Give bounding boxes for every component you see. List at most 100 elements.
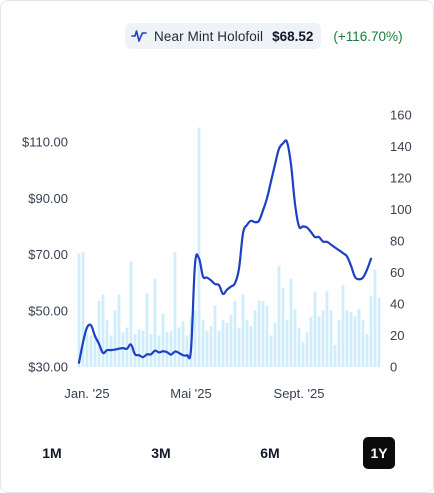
x-axis-tick: Jan. '25 — [64, 386, 109, 401]
volume-bar — [113, 310, 117, 367]
volume-bar — [261, 300, 265, 367]
volume-bar — [289, 278, 293, 367]
range-button-1y[interactable]: 1Y — [363, 437, 395, 469]
time-range-selector: 1M 3M 6M 1Y — [1, 437, 434, 469]
volume-bar — [129, 261, 133, 367]
volume-bar — [273, 322, 277, 367]
volume-bar — [285, 319, 289, 367]
volume-bar — [361, 319, 365, 367]
volume-bar — [321, 310, 325, 367]
volume-bar — [353, 316, 357, 367]
price-chart[interactable]: $110.00 $90.00 $70.00 $50.00 $30.00 160 140 120… — [1, 101, 434, 411]
volume-bar — [121, 332, 125, 367]
right-axis-tick: 160 — [390, 108, 412, 123]
volume-bar — [237, 327, 241, 368]
volume-bar — [209, 326, 213, 367]
volume-bar — [157, 335, 161, 367]
volume-bar — [365, 333, 369, 367]
volume-bar — [313, 291, 317, 367]
volume-bar — [81, 252, 85, 367]
volume-bar — [357, 308, 361, 367]
volume-bar — [301, 341, 305, 367]
volume-bar — [161, 313, 165, 367]
volume-bar — [105, 319, 109, 367]
volume-bar — [225, 322, 229, 367]
volume-bar — [269, 335, 273, 367]
volume-bar — [89, 335, 93, 367]
left-axis-tick: $70.00 — [28, 247, 68, 262]
volume-bar — [181, 321, 185, 367]
volume-bar — [93, 335, 97, 367]
chart-legend: Near Mint Holofoil $68.52 (+116.70%) — [125, 23, 403, 49]
volume-bar — [145, 292, 149, 367]
volume-bar — [345, 310, 349, 367]
volume-bar — [265, 305, 269, 367]
volume-bar — [333, 344, 337, 367]
range-button-6m[interactable]: 6M — [254, 437, 286, 469]
volume-bar — [165, 332, 169, 367]
legend-series-toggle[interactable]: Near Mint Holofoil $68.52 — [125, 23, 322, 49]
volume-bar — [205, 330, 209, 367]
volume-bar — [97, 300, 101, 367]
volume-bar — [169, 330, 173, 367]
volume-bar — [245, 319, 249, 367]
line-chart-icon — [131, 29, 147, 43]
volume-bar — [325, 291, 329, 367]
volume-bar — [217, 330, 221, 367]
right-axis-tick: 80 — [390, 234, 404, 249]
volume-bar — [85, 333, 89, 367]
volume-bar — [117, 294, 121, 367]
volume-bar — [221, 319, 225, 367]
volume-bar — [297, 327, 301, 368]
volume-bar — [249, 326, 253, 367]
volume-bar — [133, 333, 137, 367]
left-axis-tick: $110.00 — [22, 135, 68, 150]
right-axis-tick: 20 — [390, 328, 404, 343]
volume-bar — [309, 316, 313, 367]
volume-bar — [77, 253, 81, 367]
volume-bar — [277, 266, 281, 367]
left-axis-tick: $90.00 — [28, 191, 68, 206]
volume-bar — [257, 300, 261, 367]
volume-bar — [109, 335, 113, 367]
volume-bar — [137, 329, 141, 367]
right-axis-tick: 40 — [390, 297, 404, 312]
volume-bar — [317, 316, 321, 367]
range-button-1m[interactable]: 1M — [36, 437, 68, 469]
volume-bars — [77, 127, 381, 368]
right-axis-tick: 140 — [390, 139, 412, 154]
volume-bar — [305, 332, 309, 367]
right-axis-tick: 100 — [390, 202, 412, 217]
volume-bar — [201, 319, 205, 367]
legend-price: $68.52 — [272, 28, 314, 44]
range-button-3m[interactable]: 3M — [145, 437, 177, 469]
volume-bar — [173, 252, 177, 367]
volume-bar — [149, 333, 153, 367]
volume-bar — [341, 285, 345, 367]
legend-change: (+116.70%) — [333, 28, 403, 44]
volume-bar — [229, 315, 233, 367]
volume-bar — [349, 311, 353, 368]
volume-bar — [337, 319, 341, 367]
right-axis-tick: 0 — [390, 360, 397, 375]
right-axis-tick: 120 — [390, 171, 412, 186]
x-axis-tick: Sept. '25 — [274, 386, 325, 401]
left-axis-tick: $30.00 — [28, 360, 68, 375]
volume-bar — [241, 294, 245, 367]
volume-bar — [213, 305, 217, 367]
right-axis-tick: 60 — [390, 265, 404, 280]
volume-bar — [377, 297, 381, 367]
volume-bar — [329, 310, 333, 367]
volume-bar — [293, 308, 297, 367]
volume-bar — [185, 335, 189, 367]
volume-bar — [197, 127, 201, 367]
volume-bar — [253, 310, 257, 367]
volume-bar — [101, 294, 105, 367]
x-axis-tick: Mai '25 — [170, 386, 212, 401]
left-axis-tick: $50.00 — [28, 303, 68, 318]
price-line — [77, 139, 373, 364]
volume-bar — [233, 300, 237, 367]
volume-bar — [373, 269, 377, 367]
volume-bar — [177, 327, 181, 368]
